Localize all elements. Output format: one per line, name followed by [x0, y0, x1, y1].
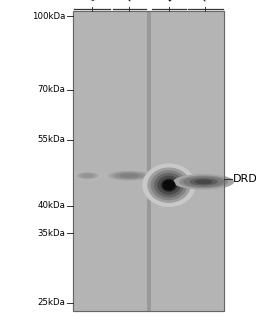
Text: 25kDa: 25kDa [37, 298, 65, 307]
Text: MCF7: MCF7 [124, 0, 148, 4]
Text: 40kDa: 40kDa [37, 201, 65, 210]
Ellipse shape [161, 178, 177, 192]
Bar [73, 11, 224, 311]
Ellipse shape [154, 173, 184, 198]
Ellipse shape [179, 175, 228, 188]
Ellipse shape [112, 172, 146, 180]
Text: 70kDa: 70kDa [37, 85, 65, 95]
Bar [73, 11, 224, 311]
Ellipse shape [73, 171, 102, 180]
Text: 35kDa: 35kDa [37, 229, 65, 238]
Bar [151, 11, 187, 311]
Ellipse shape [76, 172, 99, 180]
Bar [187, 11, 224, 311]
Bar [111, 11, 147, 311]
Bar [73, 11, 111, 311]
Ellipse shape [81, 173, 94, 178]
Text: 100kDa: 100kDa [32, 12, 65, 21]
Ellipse shape [119, 173, 139, 178]
Ellipse shape [173, 174, 234, 190]
Ellipse shape [115, 172, 143, 179]
Ellipse shape [78, 172, 97, 179]
Ellipse shape [157, 176, 180, 195]
Ellipse shape [142, 163, 196, 207]
Bar [147, 11, 151, 311]
Text: Mouse brain: Mouse brain [200, 0, 246, 4]
Text: 55kDa: 55kDa [37, 135, 65, 144]
Ellipse shape [189, 178, 218, 185]
Text: BT-474: BT-474 [164, 0, 192, 4]
Ellipse shape [147, 168, 190, 203]
Text: U-87MG: U-87MG [87, 0, 119, 4]
Ellipse shape [183, 177, 224, 187]
Ellipse shape [108, 171, 151, 180]
Ellipse shape [195, 180, 213, 184]
Ellipse shape [151, 170, 187, 200]
Ellipse shape [164, 181, 174, 189]
Ellipse shape [162, 180, 176, 191]
Text: DRD1: DRD1 [233, 174, 256, 184]
